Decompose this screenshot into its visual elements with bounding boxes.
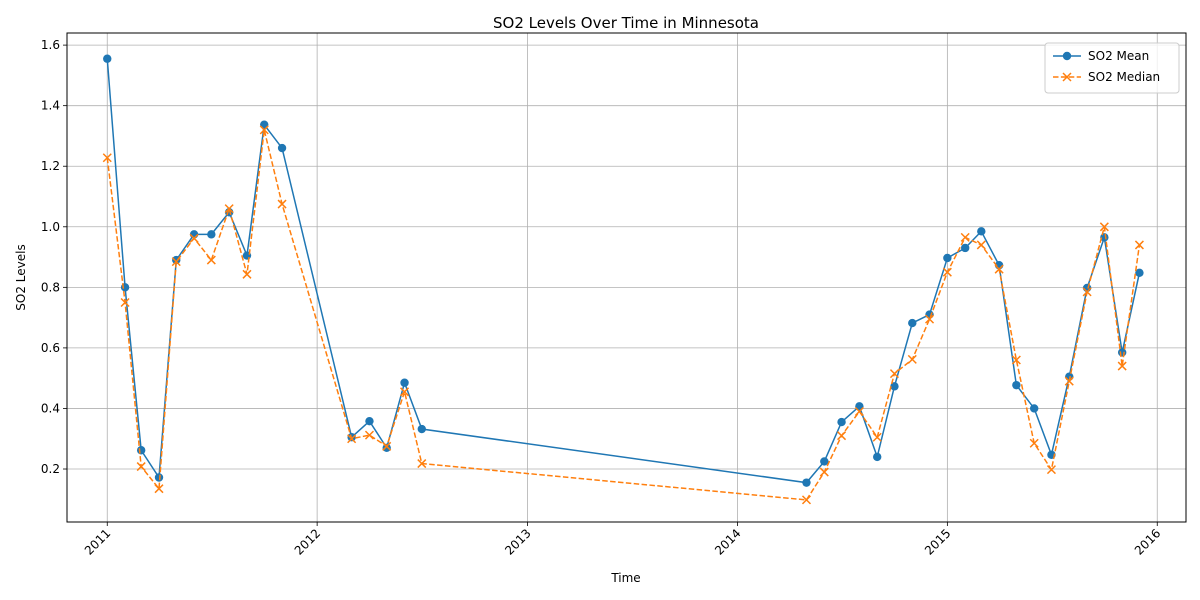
data-point: [837, 417, 846, 427]
data-point: [977, 227, 986, 236]
chart-title: SO2 Levels Over Time in Minnesota: [493, 14, 759, 32]
data-point: [102, 153, 112, 163]
data-point: [1046, 465, 1056, 475]
data-point: [382, 441, 392, 451]
data-point: [171, 257, 181, 267]
legend-item: SO2 Median: [1053, 70, 1160, 84]
data-point: [277, 199, 287, 209]
series-so2-median: [102, 125, 1144, 505]
data-point: [189, 233, 199, 243]
data-point: [417, 459, 427, 469]
legend-label: SO2 Mean: [1088, 49, 1149, 63]
data-point: [1099, 222, 1109, 232]
data-point: [873, 452, 882, 462]
data-point: [136, 446, 146, 455]
series-layer: [102, 54, 1144, 505]
x-axis-label: Time: [610, 571, 640, 585]
data-point: [976, 240, 986, 250]
data-point: [1135, 268, 1144, 278]
data-point: [224, 204, 234, 214]
data-point: [103, 54, 112, 63]
data-point: [417, 424, 426, 434]
data-point: [1100, 233, 1109, 242]
data-point: [1029, 404, 1039, 413]
data-point: [400, 387, 410, 397]
data-point: [854, 406, 864, 417]
y-tick-label: 0.6: [41, 341, 60, 355]
data-point: [242, 269, 252, 279]
data-point: [960, 243, 970, 253]
data-point: [120, 297, 130, 308]
legend-marker: [1062, 72, 1072, 82]
data-point: [1134, 240, 1144, 250]
y-tick-label: 1.6: [41, 38, 60, 52]
y-tick-label: 0.2: [41, 462, 60, 476]
y-axis-label: SO2 Levels: [14, 244, 28, 310]
data-point: [802, 478, 811, 487]
data-point: [206, 255, 216, 265]
data-point: [1117, 361, 1127, 371]
legend-label: SO2 Median: [1088, 70, 1160, 84]
y-tick-label: 0.4: [41, 401, 60, 415]
legend-item: SO2 Mean: [1053, 49, 1149, 63]
data-point: [1011, 355, 1021, 365]
data-point: [907, 354, 917, 364]
y-tick-label: 1.2: [41, 159, 60, 173]
data-point: [994, 264, 1004, 274]
data-point: [925, 314, 935, 324]
data-point: [277, 143, 287, 153]
data-point: [943, 253, 952, 263]
data-point: [872, 432, 882, 442]
data-point: [908, 318, 917, 328]
data-point: [1064, 376, 1074, 386]
grid: [67, 33, 1186, 522]
legend-marker: [1062, 51, 1072, 61]
data-point: [259, 125, 269, 135]
data-point: [364, 430, 374, 440]
data-point: [837, 431, 847, 441]
data-point: [1012, 380, 1021, 390]
data-point: [136, 462, 146, 472]
data-point: [820, 457, 829, 466]
data-point: [154, 473, 164, 482]
data-point: [819, 467, 829, 477]
data-point: [942, 267, 952, 277]
data-point: [347, 434, 357, 444]
data-point: [207, 230, 216, 239]
y-tick-label: 1.0: [41, 220, 60, 234]
data-point: [400, 378, 409, 387]
legend: SO2 Mean SO2 Median: [1044, 42, 1180, 94]
data-point: [960, 232, 970, 242]
data-point: [365, 416, 374, 426]
data-point: [801, 495, 812, 505]
data-point: [1082, 287, 1092, 297]
y-axis: 0.2 0.4 0.6 0.8 1.0 1.2 1.4 1.6: [41, 38, 67, 476]
data-point: [154, 484, 164, 494]
data-point: [1029, 438, 1039, 448]
data-point: [889, 369, 899, 379]
data-point: [890, 382, 899, 391]
data-point: [925, 310, 934, 319]
y-tick-label: 1.4: [41, 99, 60, 113]
y-tick-label: 0.8: [41, 280, 60, 294]
plot-area-frame: [66, 32, 1187, 523]
